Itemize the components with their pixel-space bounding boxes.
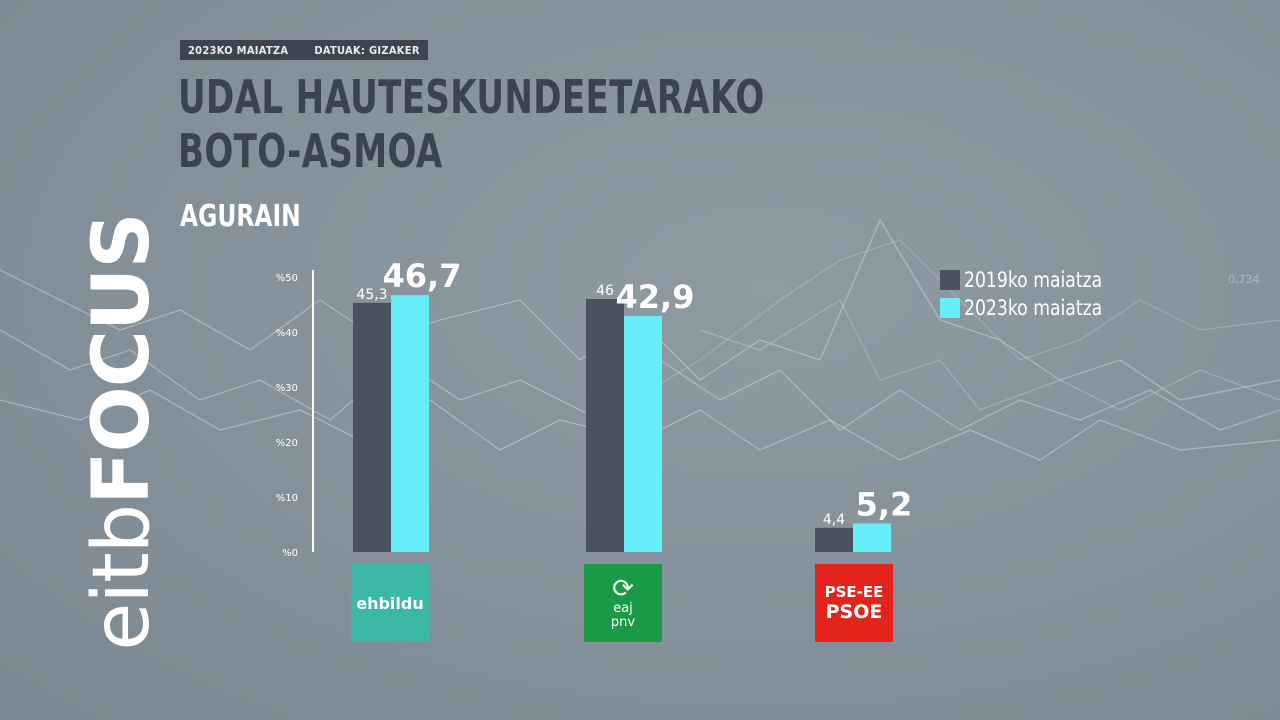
- legend-label-2019: 2019ko maiatza: [964, 268, 1103, 292]
- pnv-mark-icon: ⟳: [612, 574, 634, 604]
- location-subtitle: AGURAIN: [180, 199, 301, 234]
- bar-2019: [586, 299, 624, 552]
- bar-2019: [815, 527, 853, 552]
- title-line-2: BOTO-ASMOA: [178, 124, 443, 178]
- y-tick-label: %50: [276, 273, 298, 284]
- title-line-1: UDAL HAUTESKUNDEETARAKO: [178, 70, 765, 124]
- source-tag: DATUAK: GIZAKER: [314, 43, 420, 57]
- brand-eitb: eitb: [77, 504, 167, 651]
- psoe-logo-line-2: PSOE: [825, 601, 883, 623]
- eitb-focus-logo: eitbFOCUS: [77, 213, 167, 650]
- legend-swatch-2019: [940, 270, 960, 290]
- chart-legend: 2019ko maiatza 2023ko maiatza: [940, 268, 1133, 324]
- pse-psoe-logo: PSE-EE PSOE: [815, 564, 893, 642]
- data-label-2023: 42,9: [616, 278, 695, 316]
- data-label-2019: 46: [596, 283, 614, 299]
- bar-2023: [853, 523, 891, 552]
- legend-item-2023: 2023ko maiatza: [940, 296, 1133, 320]
- bar-2023: [624, 316, 662, 552]
- y-tick-label: %20: [276, 438, 298, 449]
- pnv-logo-text-top: eaj: [613, 601, 633, 616]
- page-title: UDAL HAUTESKUNDEETARAKO BOTO-ASMOA: [178, 70, 765, 178]
- ehbildu-logo-text: ehbildu: [356, 593, 424, 613]
- data-label-2023: 5,2: [856, 485, 913, 523]
- bg-watermark-value: 0.734: [1228, 273, 1260, 286]
- y-tick-label: %0: [282, 548, 298, 559]
- date-tag: 2023KO MAIATZA: [188, 43, 289, 57]
- legend-item-2019: 2019ko maiatza: [940, 268, 1133, 292]
- ehbildu-logo: ehbildu: [351, 564, 429, 642]
- legend-swatch-2023: [940, 298, 960, 318]
- data-label-2019: 45,3: [356, 287, 387, 303]
- y-tick-label: %30: [276, 383, 298, 394]
- pnv-logo-text-bottom: pnv: [610, 615, 636, 630]
- bar-2019: [353, 302, 391, 552]
- data-label-2019: 4,4: [823, 512, 845, 528]
- info-tag-strip: 2023KO MAIATZA DATUAK: GIZAKER: [180, 40, 428, 60]
- psoe-logo-line-1: PSE-EE: [824, 583, 884, 601]
- brand-focus: FOCUS: [77, 213, 167, 505]
- data-label-2023: 46,7: [383, 257, 462, 295]
- y-tick-label: %10: [276, 493, 298, 504]
- bar-2023: [391, 295, 429, 552]
- eaj-pnv-logo: ⟳ eaj pnv: [584, 564, 662, 642]
- legend-label-2023: 2023ko maiatza: [964, 296, 1103, 320]
- y-tick-label: %40: [276, 328, 298, 339]
